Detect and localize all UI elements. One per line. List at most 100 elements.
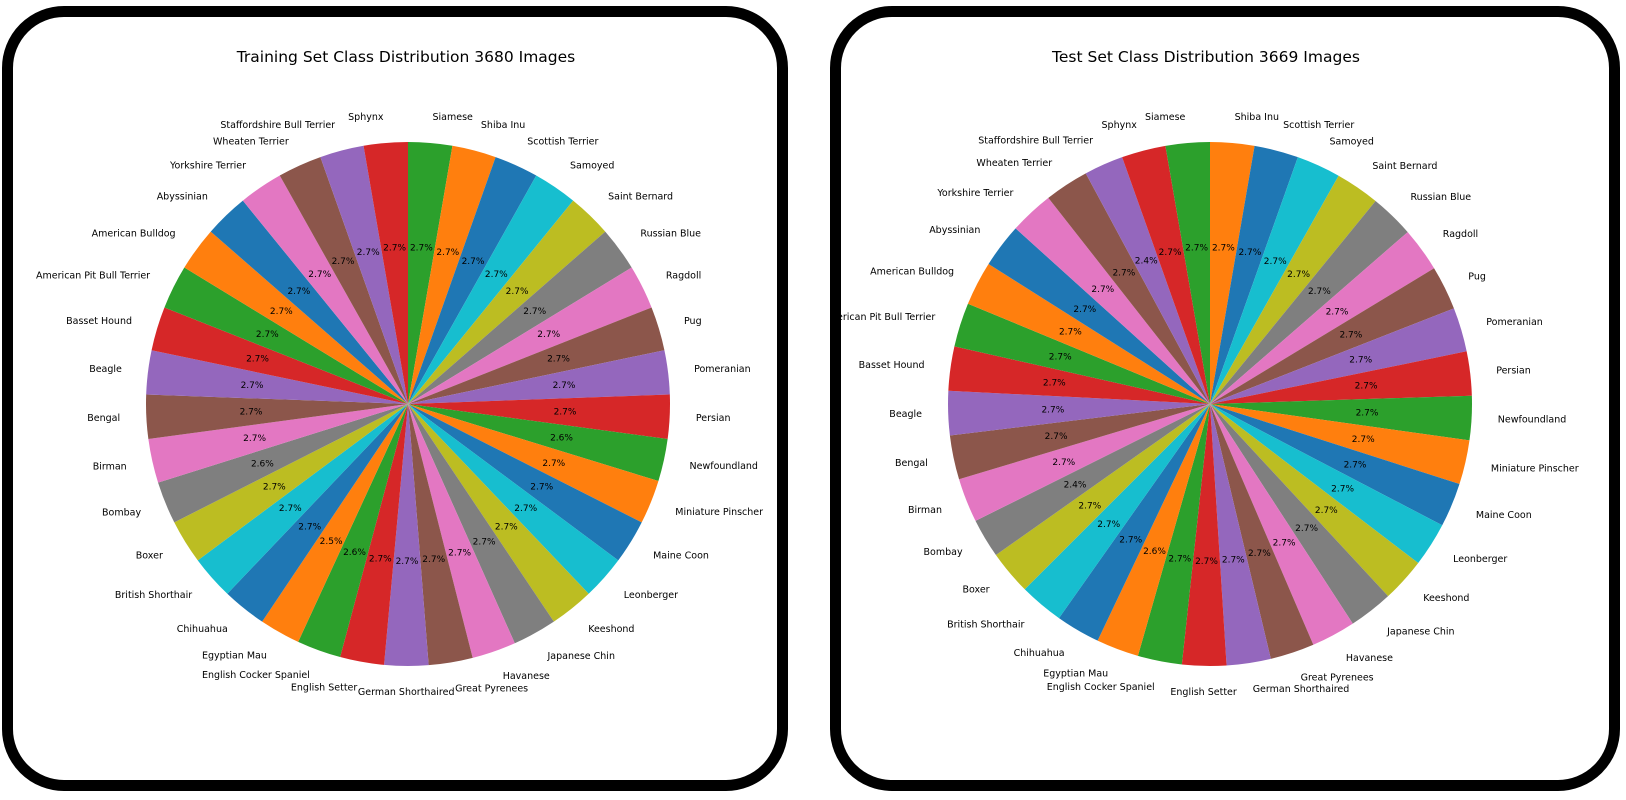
slice-percentage-label: 2.7% [448, 549, 471, 559]
category-label-siamese: Siamese [433, 112, 474, 123]
category-label-chihuahua: Chihuahua [1014, 648, 1065, 659]
slice-percentage-label: 2.7% [287, 287, 310, 297]
category-label-scottish-terrier: Scottish Terrier [527, 137, 598, 148]
slice-percentage-label: 2.7% [1041, 406, 1064, 416]
pie-slice-english-setter [1181, 404, 1227, 666]
slice-percentage-label: 2.7% [1078, 501, 1101, 511]
slice-percentage-label: 2.7% [1349, 355, 1372, 365]
pie-slice-keeshond [1210, 404, 1419, 597]
slice-percentage-label: 2.7% [1185, 243, 1208, 253]
slice-percentage-label: 2.7% [1356, 409, 1379, 419]
slice-percentage-label: 2.7% [495, 523, 518, 533]
category-label-newfoundland: Newfoundland [1498, 415, 1566, 426]
pie-slice-abyssinian [210, 200, 408, 404]
category-label-american-pit-bull-terrier: American Pit Bull Terrier [36, 270, 150, 281]
pie-slice-siamese [1165, 142, 1210, 404]
slice-percentage-label: 2.6% [1143, 547, 1166, 557]
category-label-saint-bernard: Saint Bernard [1372, 161, 1437, 172]
chart-title: Test Set Class Distribution 3669 Images [1051, 48, 1360, 66]
pie-slice-newfoundland [408, 404, 668, 482]
slice-percentage-label: 2.7% [369, 555, 392, 565]
slice-percentage-label: 2.7% [256, 330, 279, 340]
pie-slice-miniature-pinscher [1210, 404, 1470, 485]
slice-percentage-label: 2.7% [243, 434, 266, 444]
slice-percentage-label: 2.7% [485, 270, 508, 280]
category-label-japanese-chin: Japanese Chin [1386, 626, 1454, 637]
pie-slice-american-pit-bull-terrier [164, 267, 408, 404]
slice-percentage-label: 2.7% [1049, 353, 1072, 363]
pie-slice-japanese-chin [1210, 404, 1389, 624]
category-label-havanese: Havanese [1346, 653, 1393, 664]
pie-slices [948, 142, 1473, 666]
slice-percentage-label: 2.7% [1112, 269, 1135, 279]
pie-slice-havanese [408, 404, 515, 658]
category-label-english-cocker-spaniel: English Cocker Spaniel [202, 670, 310, 681]
pie-slice-staffordshire-bull-terrier [320, 145, 408, 405]
slice-percentage-label: 2.7% [279, 504, 302, 514]
pie-slice-german-shorthaired [384, 404, 429, 666]
pie-slice-russian-blue [1210, 200, 1408, 404]
slice-percentage-label: 2.7% [1045, 432, 1068, 442]
pie-slice-samoyed [1210, 157, 1339, 404]
training-pie-chart: Training Set Class Distribution 3680 Ima… [36, 48, 763, 698]
category-label-bengal: Bengal [895, 458, 928, 469]
pie-slice-american-bulldog [184, 231, 408, 404]
slice-percentage-label: 2.7% [506, 287, 529, 297]
category-label-staffordshire-bull-terrier: Staffordshire Bull Terrier [978, 136, 1093, 147]
slice-percentage-label: 2.7% [1355, 382, 1378, 392]
category-label-abyssinian: Abyssinian [929, 225, 980, 236]
pie-slice-japanese-chin [408, 404, 554, 644]
pie-slice-saint-bernard [1210, 175, 1376, 404]
pie-slice-leonberger [408, 404, 619, 594]
pie-slice-staffordshire-bull-terrier [1085, 157, 1210, 404]
category-label-miniature-pinscher: Miniature Pinscher [675, 507, 763, 518]
slice-percentage-label: 2.7% [542, 459, 565, 469]
slice-percentage-label: 2.7% [1043, 379, 1066, 389]
slice-percentage-label: 2.7% [1091, 285, 1114, 295]
pie-slice-ragdoll [408, 267, 652, 404]
category-label-wheaten-terrier: Wheaten Terrier [213, 137, 289, 148]
slice-percentage-label: 2.7% [1273, 539, 1296, 549]
category-label-pug: Pug [684, 316, 702, 327]
slice-percentage-label: 2.7% [1212, 243, 1235, 253]
slice-percentage-label: 2.7% [1344, 461, 1367, 471]
slice-percentage-label: 2.7% [1222, 556, 1245, 566]
pie-slice-beagle [146, 350, 409, 404]
pie-slice-pomeranian [408, 350, 670, 404]
slice-percentage-label: 2.7% [246, 355, 269, 365]
pie-slice-yorkshire-terrier [1015, 197, 1210, 404]
slice-percentage-label: 2.7% [1052, 458, 1075, 468]
training-chart-panel: Training Set Class Distribution 3680 Ima… [2, 6, 788, 791]
pie-slice-american-bulldog [967, 264, 1210, 404]
pie-slice-bombay [158, 404, 408, 523]
pie-slice-scottish-terrier [408, 157, 537, 404]
pie-slice-basset-hound [948, 346, 1210, 404]
pie-slice-chihuahua [1058, 404, 1210, 641]
slice-percentage-label: 2.7% [308, 270, 331, 280]
category-label-german-shorthaired: German Shorthaired [1253, 684, 1350, 695]
slice-percentage-label: 2.7% [1073, 305, 1096, 315]
category-label-sphynx: Sphynx [348, 112, 384, 123]
slice-percentage-label: 2.7% [298, 523, 321, 533]
category-label-russian-blue: Russian Blue [640, 229, 701, 240]
slice-percentage-label: 2.7% [1119, 536, 1142, 546]
pie-slice-maine-coon [1210, 404, 1460, 526]
slice-percentage-label: 2.7% [1159, 248, 1182, 258]
pie-slice-british-shorthair [1024, 404, 1210, 619]
category-label-egyptian-mau: Egyptian Mau [1043, 669, 1108, 680]
category-label-pomeranian: Pomeranian [694, 364, 751, 375]
slice-percentage-label: 2.7% [547, 355, 570, 365]
category-label-sphynx: Sphynx [1102, 120, 1138, 131]
pie-labels: 2.7% Siamese 2.7% Shiba Inu 2.7% Scottish Ter… [36, 112, 763, 698]
category-label-maine-coon: Maine Coon [653, 551, 709, 562]
slice-percentage-label: 2.7% [1097, 520, 1120, 530]
category-label-boxer: Boxer [136, 551, 163, 562]
category-label-english-cocker-spaniel: English Cocker Spaniel [1047, 682, 1155, 693]
pie-slice-basset-hound [151, 307, 408, 404]
pie-slice-havanese [1210, 404, 1353, 645]
slice-percentage-label: 2.7% [523, 307, 546, 317]
category-label-great-pyrenees: Great Pyrenees [1301, 673, 1374, 684]
pie-slice-persian [1210, 351, 1472, 404]
category-label-basset-hound: Basset Hound [66, 316, 132, 327]
pie-slice-yorkshire-terrier [242, 175, 408, 404]
